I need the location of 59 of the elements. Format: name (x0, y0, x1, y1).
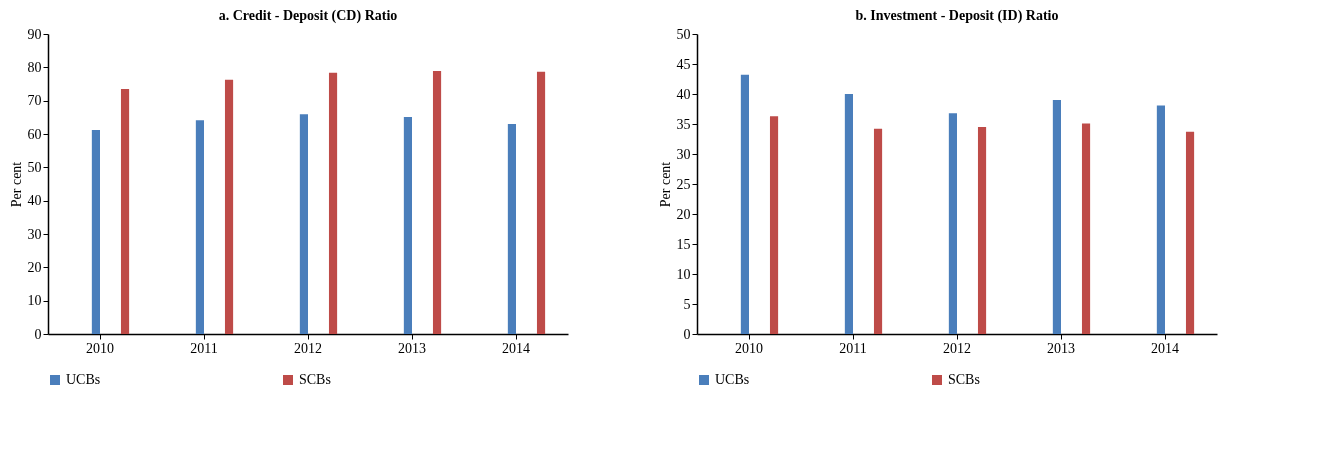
legend-label: SCBs (948, 372, 980, 387)
x-tick-label: 2011 (190, 340, 218, 356)
y-axis-title: Per cent (657, 161, 673, 208)
x-tick-label: 2014 (1151, 340, 1179, 356)
bar (1081, 123, 1091, 334)
bar (403, 117, 412, 334)
x-tick-label: 2012 (294, 340, 322, 356)
y-tick-label: 40 (27, 193, 42, 209)
chart-title: a. Credit - Deposit (CD) Ratio (218, 8, 398, 24)
bar (844, 94, 853, 334)
y-tick-label: 90 (27, 26, 42, 42)
y-tick-label: 30 (676, 146, 691, 162)
y-tick-label: 80 (27, 59, 42, 75)
y-tick-label: 10 (27, 293, 42, 309)
y-tick-label: 50 (676, 26, 691, 42)
bar (120, 89, 130, 334)
chart-title: b. Investment - Deposit (ID) Ratio (855, 8, 1059, 24)
x-tick-label: 2012 (943, 340, 971, 356)
bar (769, 116, 779, 334)
y-tick-label: 15 (676, 236, 691, 252)
y-tick-label: 70 (27, 93, 42, 109)
y-tick-label: 10 (676, 266, 691, 282)
y-tick-label: 50 (27, 159, 42, 175)
legend-label: SCBs (299, 372, 331, 387)
legend-label: UCBs (715, 372, 750, 387)
bar (328, 72, 338, 334)
bar (977, 127, 987, 334)
bar (1185, 131, 1195, 334)
bar (299, 114, 308, 334)
x-tick-label: 2013 (1047, 340, 1075, 356)
legend-label: UCBs (66, 372, 101, 387)
x-tick-label: 2010 (86, 340, 114, 356)
bar (195, 120, 204, 334)
x-tick-label: 2014 (502, 340, 530, 356)
y-tick-label: 5 (683, 296, 691, 312)
bar (91, 130, 100, 334)
y-tick-label: 40 (676, 86, 691, 102)
y-tick-label: 20 (676, 206, 691, 222)
bar (873, 128, 883, 334)
y-tick-label: 0 (34, 326, 42, 342)
x-tick-label: 2013 (398, 340, 426, 356)
bar (507, 124, 516, 334)
bar (432, 71, 442, 334)
y-tick-label: 20 (27, 259, 42, 275)
y-tick-label: 30 (27, 226, 42, 242)
bar (1156, 105, 1165, 334)
bar (224, 79, 234, 334)
bar (948, 113, 957, 334)
y-tick-label: 60 (27, 126, 42, 142)
x-tick-label: 2010 (735, 340, 763, 356)
bar (740, 74, 749, 334)
x-tick-label: 2011 (839, 340, 867, 356)
y-tick-label: 25 (676, 176, 691, 192)
y-tick-label: 35 (676, 116, 691, 132)
y-axis-title: Per cent (8, 161, 24, 208)
y-tick-label: 0 (683, 326, 691, 342)
y-tick-label: 45 (676, 56, 691, 72)
bar (536, 71, 546, 334)
bar (1052, 100, 1061, 334)
